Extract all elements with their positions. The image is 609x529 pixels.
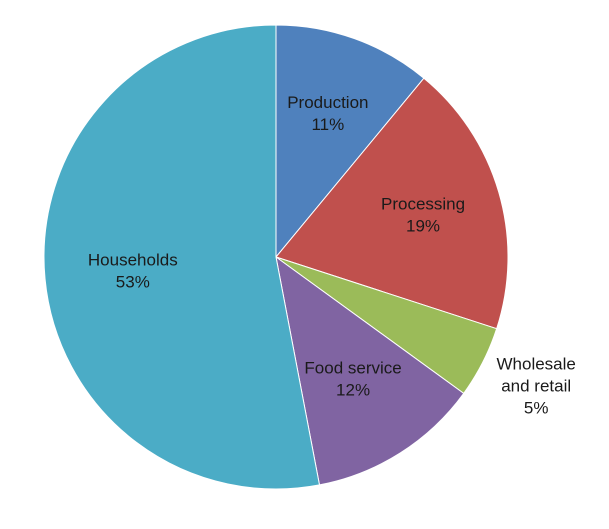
slice-label-food-service: Food service 12%	[304, 358, 401, 399]
slice-category: Food service	[304, 358, 401, 377]
pie-labels: Production 11% Processing 19% Wholesale and r…	[88, 93, 576, 418]
slice-label-production: Production 11%	[287, 93, 368, 134]
slice-category: Wholesale	[497, 354, 576, 373]
slice-processing	[275, 77, 509, 330]
slice-label-households: Households 53%	[88, 251, 178, 292]
slice-label-wholesale-and-retail: Wholesale and retail 5%	[497, 354, 576, 417]
slice-category: Processing	[381, 194, 465, 213]
slice-households	[43, 24, 321, 490]
slice-production	[275, 24, 425, 259]
slice-percent: 11%	[311, 115, 344, 134]
slice-category: Households	[88, 251, 178, 270]
slice-food-service	[275, 255, 465, 486]
slice-category: Production	[287, 93, 368, 112]
slice-label-processing: Processing 19%	[381, 194, 465, 235]
slice-percent: 53%	[116, 273, 150, 292]
slice-percent: 12%	[336, 380, 370, 399]
slice-category: and retail	[501, 376, 571, 395]
slice-percent: 5%	[524, 398, 549, 417]
pie-slices	[43, 24, 509, 490]
slice-percent: 19%	[406, 216, 440, 235]
